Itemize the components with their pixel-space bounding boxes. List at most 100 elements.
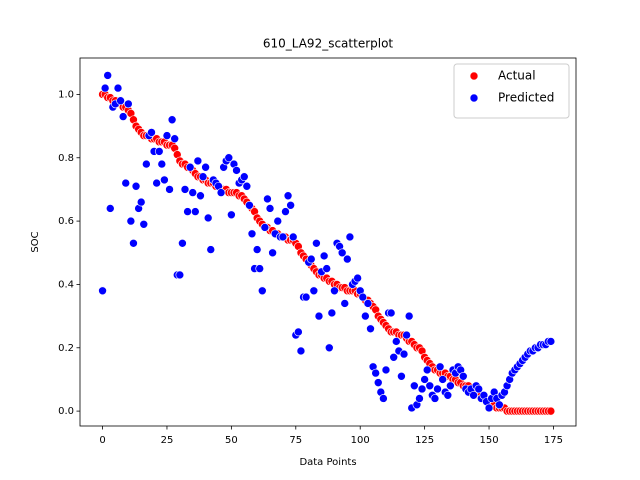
legend-marker (469, 93, 479, 103)
point (268, 248, 277, 258)
x-tick-label: 25 (161, 435, 174, 446)
point (324, 343, 334, 353)
point (170, 134, 179, 144)
point (322, 264, 332, 273)
point (206, 245, 216, 254)
point (252, 245, 262, 254)
point (175, 270, 185, 280)
point (255, 264, 265, 273)
point (343, 254, 352, 264)
point (294, 327, 303, 337)
point (474, 384, 484, 394)
point (286, 200, 295, 210)
point (201, 162, 210, 172)
point (227, 210, 236, 220)
point (165, 185, 174, 194)
point (314, 311, 324, 321)
point (232, 166, 241, 175)
point (340, 299, 350, 308)
point (361, 311, 370, 321)
point (330, 286, 339, 296)
point (363, 299, 373, 308)
point (283, 191, 293, 201)
point (546, 406, 556, 416)
x-tick-label: 125 (415, 435, 434, 446)
y-tick-label: 0.6 (58, 216, 74, 227)
plot-frame (79, 57, 577, 427)
x-axis-label: Data Points (299, 457, 356, 468)
point (103, 71, 112, 80)
point (337, 248, 347, 258)
point (425, 381, 435, 391)
point (157, 159, 167, 169)
x-tick-label: 175 (544, 435, 563, 446)
point (142, 159, 151, 169)
point (327, 308, 337, 318)
point (410, 381, 419, 391)
point (446, 381, 455, 391)
point (288, 232, 298, 242)
point (105, 204, 115, 213)
point (379, 394, 388, 403)
point (319, 251, 329, 261)
point (136, 197, 146, 207)
x-tick-label: 50 (225, 435, 238, 446)
point (430, 394, 440, 403)
x-tick-label: 150 (479, 435, 498, 446)
point (185, 162, 195, 172)
point (404, 311, 414, 321)
point (358, 292, 368, 302)
point (345, 232, 355, 242)
point (417, 384, 427, 394)
point (415, 394, 424, 403)
point (100, 83, 110, 93)
point (402, 330, 411, 340)
point (433, 384, 442, 394)
point (366, 324, 375, 334)
point (381, 365, 391, 375)
point (188, 188, 198, 197)
chart-title: 610_LA92_scatterplot (263, 37, 394, 51)
point (399, 349, 409, 359)
point (281, 207, 290, 216)
point (242, 181, 252, 191)
point (353, 273, 362, 283)
legend-marker (469, 71, 479, 81)
point (196, 191, 205, 201)
point (306, 254, 316, 264)
point (273, 216, 283, 226)
point (193, 156, 203, 166)
point (389, 352, 399, 362)
point (386, 308, 396, 318)
point (247, 229, 257, 239)
point (301, 292, 311, 302)
point (147, 128, 156, 137)
point (435, 362, 445, 372)
y-tick-label: 1.0 (58, 89, 74, 100)
point (257, 286, 267, 296)
point (154, 147, 164, 156)
point (139, 219, 149, 229)
y-tick-label: 0.4 (58, 279, 74, 290)
point (397, 371, 406, 381)
point (162, 131, 172, 140)
point (458, 371, 468, 381)
point (469, 390, 478, 400)
point (124, 99, 133, 109)
point (239, 172, 249, 182)
point (126, 216, 136, 226)
point (420, 375, 429, 384)
y-axis-label: SOC (30, 231, 41, 252)
point (152, 178, 161, 188)
point (296, 346, 306, 356)
x-tick-label: 0 (99, 435, 105, 446)
point (167, 115, 177, 125)
x-tick-label: 75 (289, 435, 302, 446)
y-tick-label: 0.8 (58, 153, 74, 164)
point (438, 375, 447, 384)
point (245, 200, 254, 210)
point (443, 390, 453, 400)
point (98, 286, 107, 296)
point (373, 378, 383, 387)
